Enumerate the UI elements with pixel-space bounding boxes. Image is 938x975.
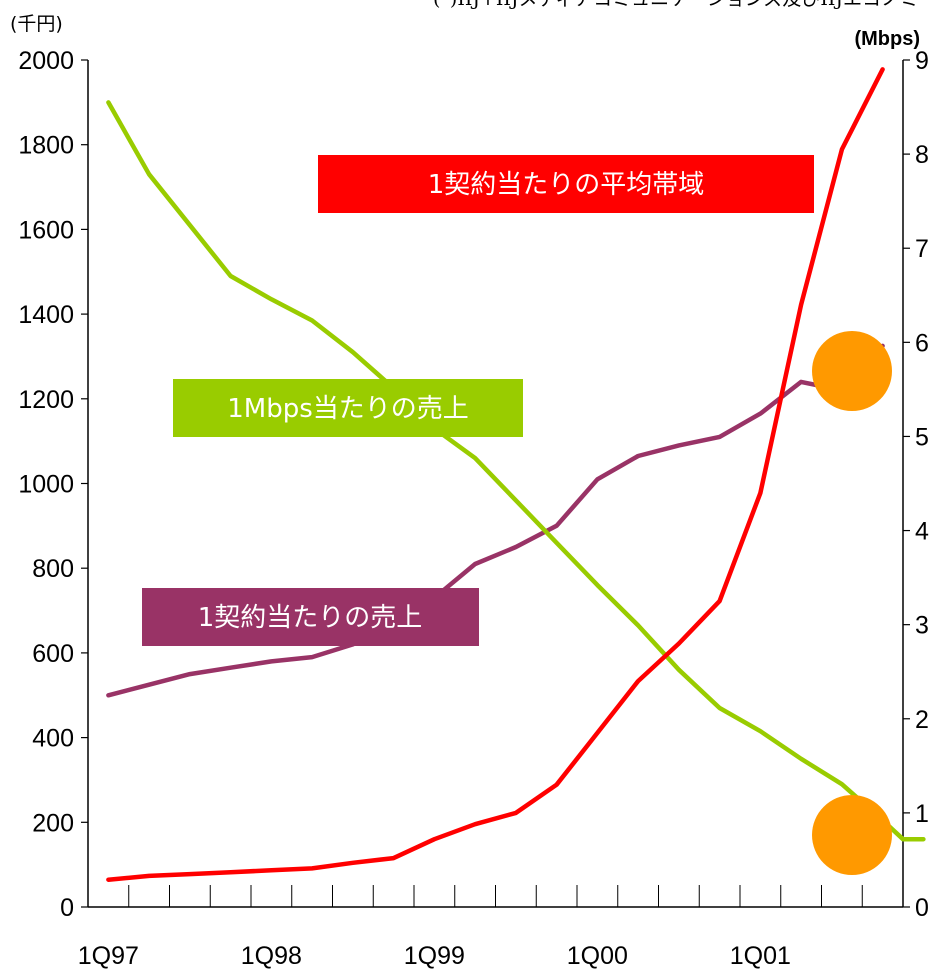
- left-tick-label: 1600: [18, 216, 74, 244]
- label-sales-per-mbps-box: [173, 379, 523, 437]
- x-tick-label: 1Q98: [241, 942, 302, 970]
- label-sales-per-mbps-text: 1Mbps当たりの売上: [227, 394, 469, 424]
- label-avg-bandwidth: 1契約当たりの平均帯域: [318, 155, 814, 213]
- left-axis-unit: (千円): [10, 13, 63, 35]
- label-sales-per-contract-text: 1契約当たりの売上: [198, 603, 423, 633]
- right-axis-unit: (Mbps): [854, 28, 920, 50]
- right-tick-label: 0: [915, 894, 929, 922]
- left-tick-label: 200: [32, 809, 74, 837]
- right-tick-label: 1: [915, 800, 929, 828]
- series-line: [106, 343, 885, 698]
- x-tick-label: 1Q97: [78, 942, 139, 970]
- series-line: [106, 100, 926, 842]
- left-tick-label: 400: [32, 725, 74, 753]
- x-tick-label: 1Q01: [730, 942, 791, 970]
- label-sales-per-contract: 1契約当たりの売上: [142, 588, 479, 646]
- left-axis-ticks: 0 200 400 600 800 1000 1200 1400 1600 1800 2000: [18, 47, 88, 922]
- highlight-circle-sales-per-contract: [812, 331, 892, 411]
- chart-note: (*)IIJ+IIJメディアコミュニケーションズ及びIIJエコノミーを含みます: [433, 0, 938, 10]
- right-tick-label: 6: [915, 329, 929, 357]
- right-tick-label: 9: [915, 47, 929, 75]
- right-tick-label: 3: [915, 612, 929, 640]
- right-tick-label: 4: [915, 518, 929, 546]
- left-tick-label: 1200: [18, 386, 74, 414]
- right-tick-label: 5: [915, 423, 929, 451]
- left-tick-label: 600: [32, 640, 74, 668]
- right-tick-label: 8: [915, 141, 929, 169]
- left-tick-label: 800: [32, 555, 74, 583]
- left-tick-label: 1800: [18, 132, 74, 160]
- left-tick-label: 0: [60, 894, 74, 922]
- left-tick-label: 1400: [18, 301, 74, 329]
- left-tick-label: 2000: [18, 47, 74, 75]
- label-sales-per-contract-box: [142, 588, 479, 646]
- label-avg-bandwidth-box: [318, 155, 814, 213]
- right-tick-label: 7: [915, 235, 929, 263]
- x-axis-ticks: 1Q97 1Q98 1Q99 1Q00 1Q01: [78, 885, 904, 970]
- x-tick-label: 1Q99: [404, 942, 465, 970]
- series-lines: [106, 67, 926, 882]
- x-tick-label: 1Q00: [567, 942, 628, 970]
- series-line: [106, 67, 885, 882]
- label-sales-per-mbps: 1Mbps当たりの売上: [173, 379, 523, 437]
- label-avg-bandwidth-text: 1契約当たりの平均帯域: [428, 170, 705, 200]
- highlight-circles: [812, 331, 892, 875]
- left-tick-label: 1000: [18, 471, 74, 499]
- highlight-circle-sales-per-mbps: [812, 795, 892, 875]
- right-axis-ticks: 0 1 2 3 4 5 6 7 8 9: [903, 47, 929, 922]
- right-tick-label: 2: [915, 706, 929, 734]
